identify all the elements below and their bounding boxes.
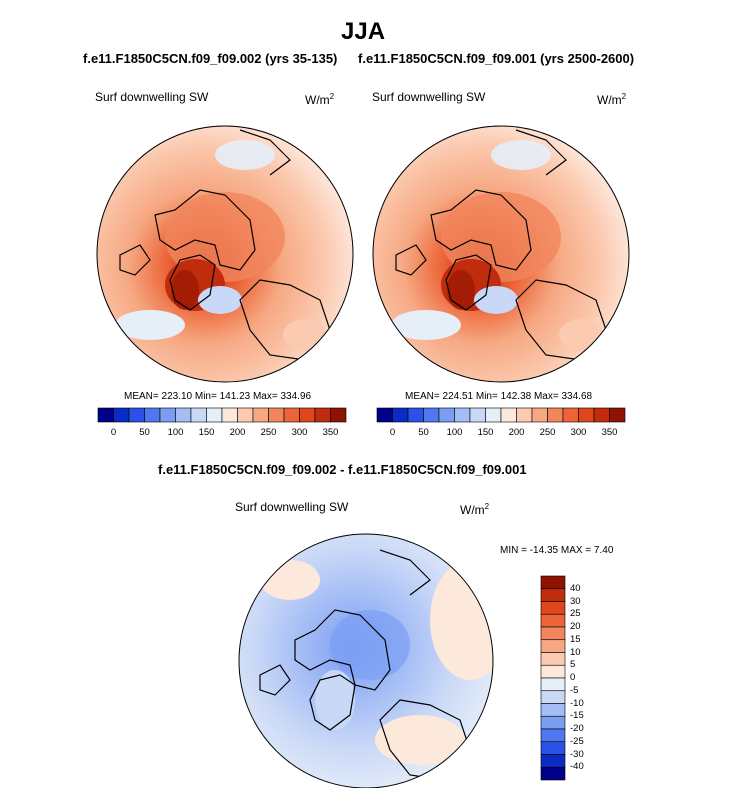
colorbar-swatch	[330, 407, 347, 423]
diff-title: f.e11.F1850C5CN.f09_f09.002 - f.e11.F185…	[158, 462, 527, 477]
colorbar-tick-label: -20	[570, 723, 584, 734]
left-colorbar	[97, 407, 347, 423]
colorbar-tick-label: 300	[570, 427, 587, 438]
colorbar-swatch	[609, 407, 626, 423]
colorbar-tick-label: 100	[446, 427, 463, 438]
colorbar-tick-label: 10	[570, 646, 581, 658]
diff-polar-map	[239, 534, 493, 788]
left-units-label: W/m2	[305, 92, 335, 107]
colorbar-swatch	[562, 407, 579, 423]
colorbar-swatch	[540, 703, 566, 717]
colorbar-tick-label: 0	[110, 427, 117, 438]
colorbar-swatch	[540, 690, 566, 704]
colorbar-tick-label: 350	[601, 427, 618, 438]
colorbar-swatch	[376, 407, 393, 423]
left-stats: MEAN= 223.10 Min= 141.23 Max= 334.96	[124, 391, 312, 402]
right-run-title: f.e11.F1850C5CN.f09_f09.001 (yrs 2500-26…	[358, 51, 635, 66]
right-colorbar	[376, 407, 626, 423]
colorbar-tick-label: 0	[389, 427, 396, 438]
colorbar-swatch	[547, 407, 564, 423]
colorbar-tick-label: 200	[229, 427, 246, 438]
colorbar-swatch	[540, 741, 566, 755]
colorbar-tick-label: 30	[570, 595, 581, 607]
colorbar-swatch	[252, 407, 269, 423]
colorbar-tick-label: 15	[570, 633, 581, 645]
colorbar-swatch	[159, 407, 176, 423]
colorbar-swatch	[540, 664, 566, 679]
colorbar-swatch	[578, 407, 595, 423]
colorbar-swatch	[531, 407, 548, 423]
right-polar-map	[373, 126, 629, 382]
colorbar-tick-label: 150	[198, 427, 215, 438]
colorbar-tick-label: 350	[322, 427, 339, 438]
colorbar-swatch	[540, 639, 566, 653]
colorbar-swatch	[540, 754, 566, 768]
colorbar-tick-label: -5	[570, 684, 579, 696]
colorbar-swatch	[283, 407, 300, 423]
colorbar-tick-label: 100	[167, 427, 184, 438]
colorbar-tick-label: -30	[570, 748, 584, 760]
colorbar-swatch	[516, 407, 533, 423]
colorbar-swatch	[540, 652, 566, 666]
colorbar-tick-label: 50	[418, 427, 429, 438]
colorbar-tick-label: -15	[570, 710, 584, 722]
colorbar-swatch	[175, 407, 192, 423]
colorbar-swatch	[540, 677, 566, 692]
colorbar-swatch	[128, 407, 145, 423]
colorbar-tick-label: 5	[570, 659, 576, 671]
colorbar-swatch	[268, 407, 285, 423]
left-run-title: f.e11.F1850C5CN.f09_f09.002 (yrs 35-135)	[83, 51, 338, 66]
colorbar-tick-label: 250	[260, 427, 277, 438]
colorbar-tick-label: 250	[539, 427, 556, 438]
colorbar-swatch	[469, 407, 486, 423]
figure-title: JJA	[341, 18, 386, 45]
diff-colorbar	[540, 575, 566, 781]
left-polar-map	[97, 126, 353, 382]
colorbar-swatch	[299, 407, 316, 423]
colorbar-tick-label: 0	[570, 672, 576, 683]
colorbar-tick-label: 25	[570, 608, 581, 620]
colorbar-swatch	[190, 407, 207, 423]
colorbar-tick-label: -25	[570, 735, 584, 747]
colorbar-swatch	[540, 588, 566, 602]
colorbar-tick-label: 50	[139, 427, 150, 438]
colorbar-swatch	[540, 715, 566, 730]
colorbar-tick-label: 200	[508, 427, 525, 438]
colorbar-swatch	[500, 407, 517, 423]
diff-variable-label: Surf downwelling SW	[235, 500, 349, 514]
colorbar-swatch	[113, 407, 130, 423]
colorbar-swatch	[423, 407, 440, 423]
colorbar-tick-label: -10	[570, 697, 584, 709]
colorbar-tick-label: 150	[477, 427, 494, 438]
colorbar-swatch	[540, 766, 566, 781]
colorbar-swatch	[540, 613, 566, 628]
colorbar-swatch	[438, 407, 455, 423]
left-variable-label: Surf downwelling SW	[95, 90, 209, 104]
colorbar-tick-label: -40	[570, 761, 584, 773]
right-stats: MEAN= 224.51 Min= 142.38 Max= 334.68	[405, 391, 593, 402]
colorbar-swatch	[407, 407, 424, 423]
colorbar-swatch	[540, 728, 566, 743]
colorbar-swatch	[144, 407, 161, 423]
right-variable-label: Surf downwelling SW	[372, 90, 486, 104]
colorbar-swatch	[97, 407, 114, 423]
colorbar-swatch	[540, 601, 566, 615]
colorbar-tick-label: 20	[570, 621, 581, 632]
colorbar-tick-label: 300	[291, 427, 308, 438]
colorbar-swatch	[392, 407, 409, 423]
diff-stats: MIN = -14.35 MAX = 7.40	[500, 545, 614, 556]
colorbar-swatch	[540, 575, 566, 590]
colorbar-swatch	[485, 407, 502, 423]
diff-units-label: W/m2	[460, 502, 490, 517]
colorbar-swatch	[221, 407, 238, 423]
colorbar-tick-label: 40	[570, 582, 581, 594]
colorbar-swatch	[206, 407, 223, 423]
colorbar-swatch	[314, 407, 331, 423]
colorbar-swatch	[593, 407, 610, 423]
colorbar-swatch	[454, 407, 471, 423]
colorbar-swatch	[540, 626, 566, 641]
right-units-label: W/m2	[597, 92, 627, 107]
colorbar-swatch	[237, 407, 254, 423]
